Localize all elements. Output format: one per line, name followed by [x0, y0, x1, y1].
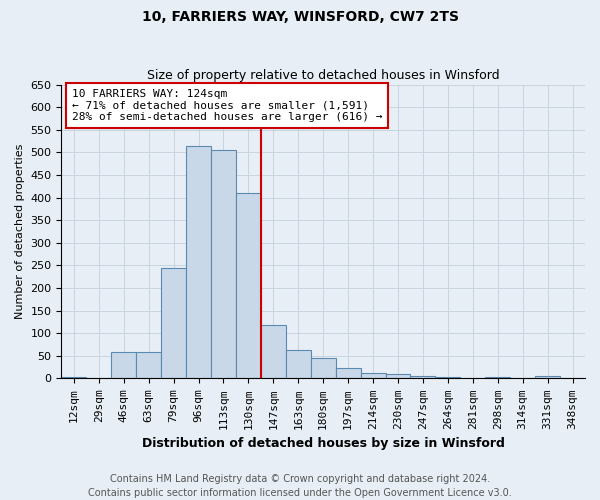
Bar	[61, 377, 86, 378]
Bar	[436, 376, 460, 378]
Bar	[361, 373, 386, 378]
Bar	[535, 376, 560, 378]
Text: 10, FARRIERS WAY, WINSFORD, CW7 2TS: 10, FARRIERS WAY, WINSFORD, CW7 2TS	[142, 10, 458, 24]
Bar	[286, 350, 311, 378]
Bar	[410, 376, 436, 378]
Bar	[136, 352, 161, 378]
X-axis label: Distribution of detached houses by size in Winsford: Distribution of detached houses by size …	[142, 437, 505, 450]
Bar	[335, 368, 361, 378]
Bar	[386, 374, 410, 378]
Bar	[311, 358, 335, 378]
Bar	[161, 268, 186, 378]
Bar	[261, 325, 286, 378]
Bar	[236, 193, 261, 378]
Text: Contains HM Land Registry data © Crown copyright and database right 2024.
Contai: Contains HM Land Registry data © Crown c…	[88, 474, 512, 498]
Text: 10 FARRIERS WAY: 124sqm
← 71% of detached houses are smaller (1,591)
28% of semi: 10 FARRIERS WAY: 124sqm ← 71% of detache…	[72, 89, 382, 122]
Bar	[186, 146, 211, 378]
Y-axis label: Number of detached properties: Number of detached properties	[15, 144, 25, 319]
Bar	[211, 150, 236, 378]
Title: Size of property relative to detached houses in Winsford: Size of property relative to detached ho…	[147, 69, 500, 82]
Bar	[111, 352, 136, 378]
Bar	[485, 377, 510, 378]
